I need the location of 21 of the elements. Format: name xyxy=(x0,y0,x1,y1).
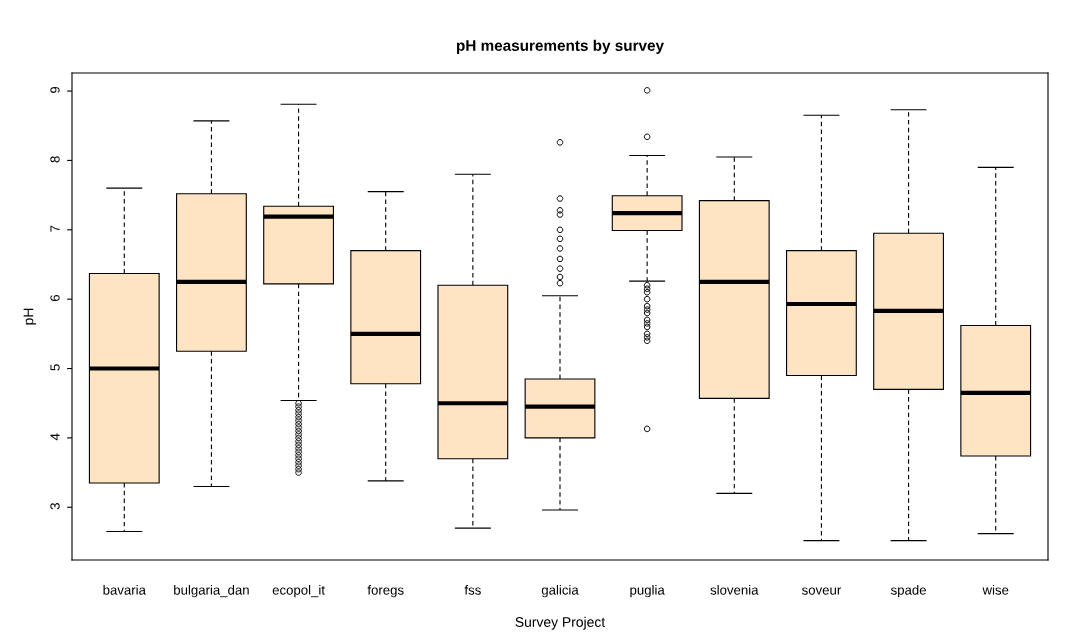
x-tick-label: puglia xyxy=(630,585,665,598)
y-tick-label: 3 xyxy=(50,503,60,510)
x-tick-label: bulgaria_dan xyxy=(174,585,249,598)
y-tick-label: 8 xyxy=(50,156,60,163)
x-tick-label: galicia xyxy=(541,585,579,598)
y-axis-title: pH xyxy=(23,308,37,325)
y-tick-label: 4 xyxy=(50,433,60,441)
x-tick-label: slovenia xyxy=(710,585,759,595)
x-tick-label: ecopol_it xyxy=(272,585,325,598)
x-axis-title: Survey Project xyxy=(515,616,606,630)
x-tick-label: wise xyxy=(982,585,1009,595)
y-tick-label: 5 xyxy=(50,364,60,371)
x-tick-label: foregs xyxy=(367,585,404,598)
x-tick-label: spade xyxy=(890,585,926,598)
y-tick-label: 7 xyxy=(50,225,60,232)
x-tick-label: bavaria xyxy=(103,585,146,595)
y-tick-label: 9 xyxy=(50,86,60,93)
x-tick-label: soveur xyxy=(802,587,842,595)
x-tick-label: fss xyxy=(464,585,481,595)
chart-title: pH measurements by survey xyxy=(456,39,664,54)
y-tick-label: 6 xyxy=(50,294,60,302)
